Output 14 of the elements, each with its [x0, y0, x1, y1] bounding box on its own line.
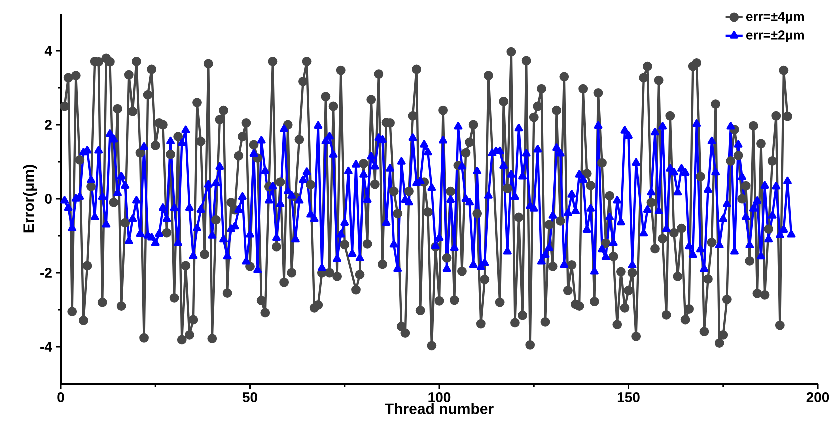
x-tick-label: 0	[58, 392, 64, 402]
legend-label: err=±4μm	[746, 12, 804, 24]
x-tick-label: 150	[618, 392, 640, 402]
y-axis-title: Error(μm)	[23, 165, 38, 233]
x-tick-label: 50	[242, 392, 258, 402]
x-axis-title: Thread number	[385, 403, 494, 414]
y-tick-label: -4	[40, 342, 52, 352]
y-tick-label: 2	[45, 120, 52, 130]
y-tick-label: 0	[45, 194, 52, 204]
legend-label: err=±2μm	[746, 30, 804, 42]
y-tick-label: -2	[40, 268, 52, 278]
x-tick-label: 200	[806, 392, 830, 402]
x-tick-label: 100	[428, 392, 451, 402]
y-tick-label: 4	[44, 46, 52, 56]
